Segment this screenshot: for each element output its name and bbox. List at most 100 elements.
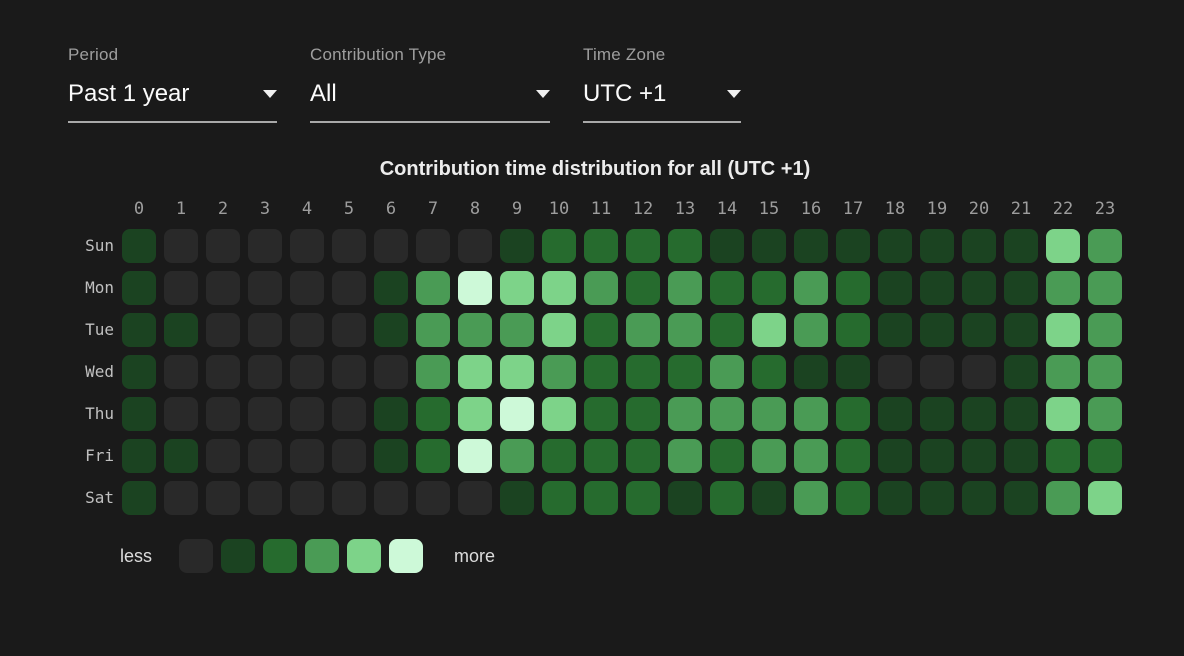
heatmap-cell-thu-21[interactable] [1004,397,1038,431]
heatmap-cell-sun-11[interactable] [584,229,618,263]
heatmap-cell-tue-19[interactable] [920,313,954,347]
heatmap-cell-mon-5[interactable] [332,271,366,305]
heatmap-cell-mon-1[interactable] [164,271,198,305]
heatmap-cell-fri-18[interactable] [878,439,912,473]
heatmap-cell-thu-22[interactable] [1046,397,1080,431]
heatmap-cell-sat-3[interactable] [248,481,282,515]
heatmap-cell-tue-16[interactable] [794,313,828,347]
heatmap-cell-thu-17[interactable] [836,397,870,431]
heatmap-cell-sat-21[interactable] [1004,481,1038,515]
heatmap-cell-sat-18[interactable] [878,481,912,515]
heatmap-cell-mon-4[interactable] [290,271,324,305]
heatmap-cell-sat-2[interactable] [206,481,240,515]
heatmap-cell-mon-16[interactable] [794,271,828,305]
heatmap-cell-mon-8[interactable] [458,271,492,305]
heatmap-cell-mon-11[interactable] [584,271,618,305]
heatmap-cell-fri-17[interactable] [836,439,870,473]
heatmap-cell-tue-5[interactable] [332,313,366,347]
heatmap-cell-sun-13[interactable] [668,229,702,263]
heatmap-cell-sun-20[interactable] [962,229,996,263]
heatmap-cell-wed-0[interactable] [122,355,156,389]
period-dropdown[interactable]: Past 1 year [68,80,277,123]
heatmap-cell-tue-14[interactable] [710,313,744,347]
heatmap-cell-wed-22[interactable] [1046,355,1080,389]
heatmap-cell-wed-21[interactable] [1004,355,1038,389]
heatmap-cell-mon-10[interactable] [542,271,576,305]
heatmap-cell-sun-8[interactable] [458,229,492,263]
heatmap-cell-sun-1[interactable] [164,229,198,263]
heatmap-cell-sat-14[interactable] [710,481,744,515]
heatmap-cell-wed-9[interactable] [500,355,534,389]
heatmap-cell-thu-15[interactable] [752,397,786,431]
heatmap-cell-sun-2[interactable] [206,229,240,263]
heatmap-cell-fri-1[interactable] [164,439,198,473]
heatmap-cell-sat-1[interactable] [164,481,198,515]
heatmap-cell-sun-6[interactable] [374,229,408,263]
heatmap-cell-wed-1[interactable] [164,355,198,389]
heatmap-cell-fri-7[interactable] [416,439,450,473]
heatmap-cell-sun-14[interactable] [710,229,744,263]
heatmap-cell-sun-0[interactable] [122,229,156,263]
heatmap-cell-fri-8[interactable] [458,439,492,473]
heatmap-cell-wed-10[interactable] [542,355,576,389]
heatmap-cell-sat-6[interactable] [374,481,408,515]
heatmap-cell-sat-23[interactable] [1088,481,1122,515]
heatmap-cell-mon-17[interactable] [836,271,870,305]
heatmap-cell-wed-14[interactable] [710,355,744,389]
time-zone-dropdown[interactable]: UTC +1 [583,80,741,123]
heatmap-cell-tue-9[interactable] [500,313,534,347]
heatmap-cell-sat-19[interactable] [920,481,954,515]
heatmap-cell-wed-13[interactable] [668,355,702,389]
heatmap-cell-sat-17[interactable] [836,481,870,515]
heatmap-cell-sat-5[interactable] [332,481,366,515]
heatmap-cell-fri-11[interactable] [584,439,618,473]
heatmap-cell-sat-16[interactable] [794,481,828,515]
heatmap-cell-sun-4[interactable] [290,229,324,263]
heatmap-cell-tue-22[interactable] [1046,313,1080,347]
heatmap-cell-fri-14[interactable] [710,439,744,473]
heatmap-cell-mon-22[interactable] [1046,271,1080,305]
heatmap-cell-thu-14[interactable] [710,397,744,431]
heatmap-cell-mon-14[interactable] [710,271,744,305]
heatmap-cell-sat-0[interactable] [122,481,156,515]
heatmap-cell-sun-3[interactable] [248,229,282,263]
heatmap-cell-sat-12[interactable] [626,481,660,515]
heatmap-cell-tue-13[interactable] [668,313,702,347]
heatmap-cell-thu-11[interactable] [584,397,618,431]
heatmap-cell-thu-20[interactable] [962,397,996,431]
heatmap-cell-sun-19[interactable] [920,229,954,263]
heatmap-cell-wed-18[interactable] [878,355,912,389]
heatmap-cell-fri-20[interactable] [962,439,996,473]
heatmap-cell-wed-19[interactable] [920,355,954,389]
heatmap-cell-mon-3[interactable] [248,271,282,305]
heatmap-cell-tue-10[interactable] [542,313,576,347]
heatmap-cell-mon-20[interactable] [962,271,996,305]
heatmap-cell-mon-9[interactable] [500,271,534,305]
heatmap-cell-wed-11[interactable] [584,355,618,389]
heatmap-cell-tue-7[interactable] [416,313,450,347]
heatmap-cell-mon-12[interactable] [626,271,660,305]
heatmap-cell-fri-19[interactable] [920,439,954,473]
heatmap-cell-tue-3[interactable] [248,313,282,347]
heatmap-cell-thu-0[interactable] [122,397,156,431]
heatmap-cell-sat-10[interactable] [542,481,576,515]
contribution-type-dropdown[interactable]: All [310,80,550,123]
heatmap-cell-wed-15[interactable] [752,355,786,389]
heatmap-cell-fri-21[interactable] [1004,439,1038,473]
heatmap-cell-thu-1[interactable] [164,397,198,431]
heatmap-cell-sun-23[interactable] [1088,229,1122,263]
heatmap-cell-tue-20[interactable] [962,313,996,347]
heatmap-cell-thu-16[interactable] [794,397,828,431]
heatmap-cell-sun-21[interactable] [1004,229,1038,263]
heatmap-cell-thu-13[interactable] [668,397,702,431]
heatmap-cell-wed-3[interactable] [248,355,282,389]
heatmap-cell-tue-8[interactable] [458,313,492,347]
heatmap-cell-sun-10[interactable] [542,229,576,263]
heatmap-cell-mon-15[interactable] [752,271,786,305]
heatmap-cell-sun-18[interactable] [878,229,912,263]
heatmap-cell-fri-4[interactable] [290,439,324,473]
heatmap-cell-thu-5[interactable] [332,397,366,431]
heatmap-cell-mon-18[interactable] [878,271,912,305]
heatmap-cell-wed-5[interactable] [332,355,366,389]
heatmap-cell-thu-2[interactable] [206,397,240,431]
